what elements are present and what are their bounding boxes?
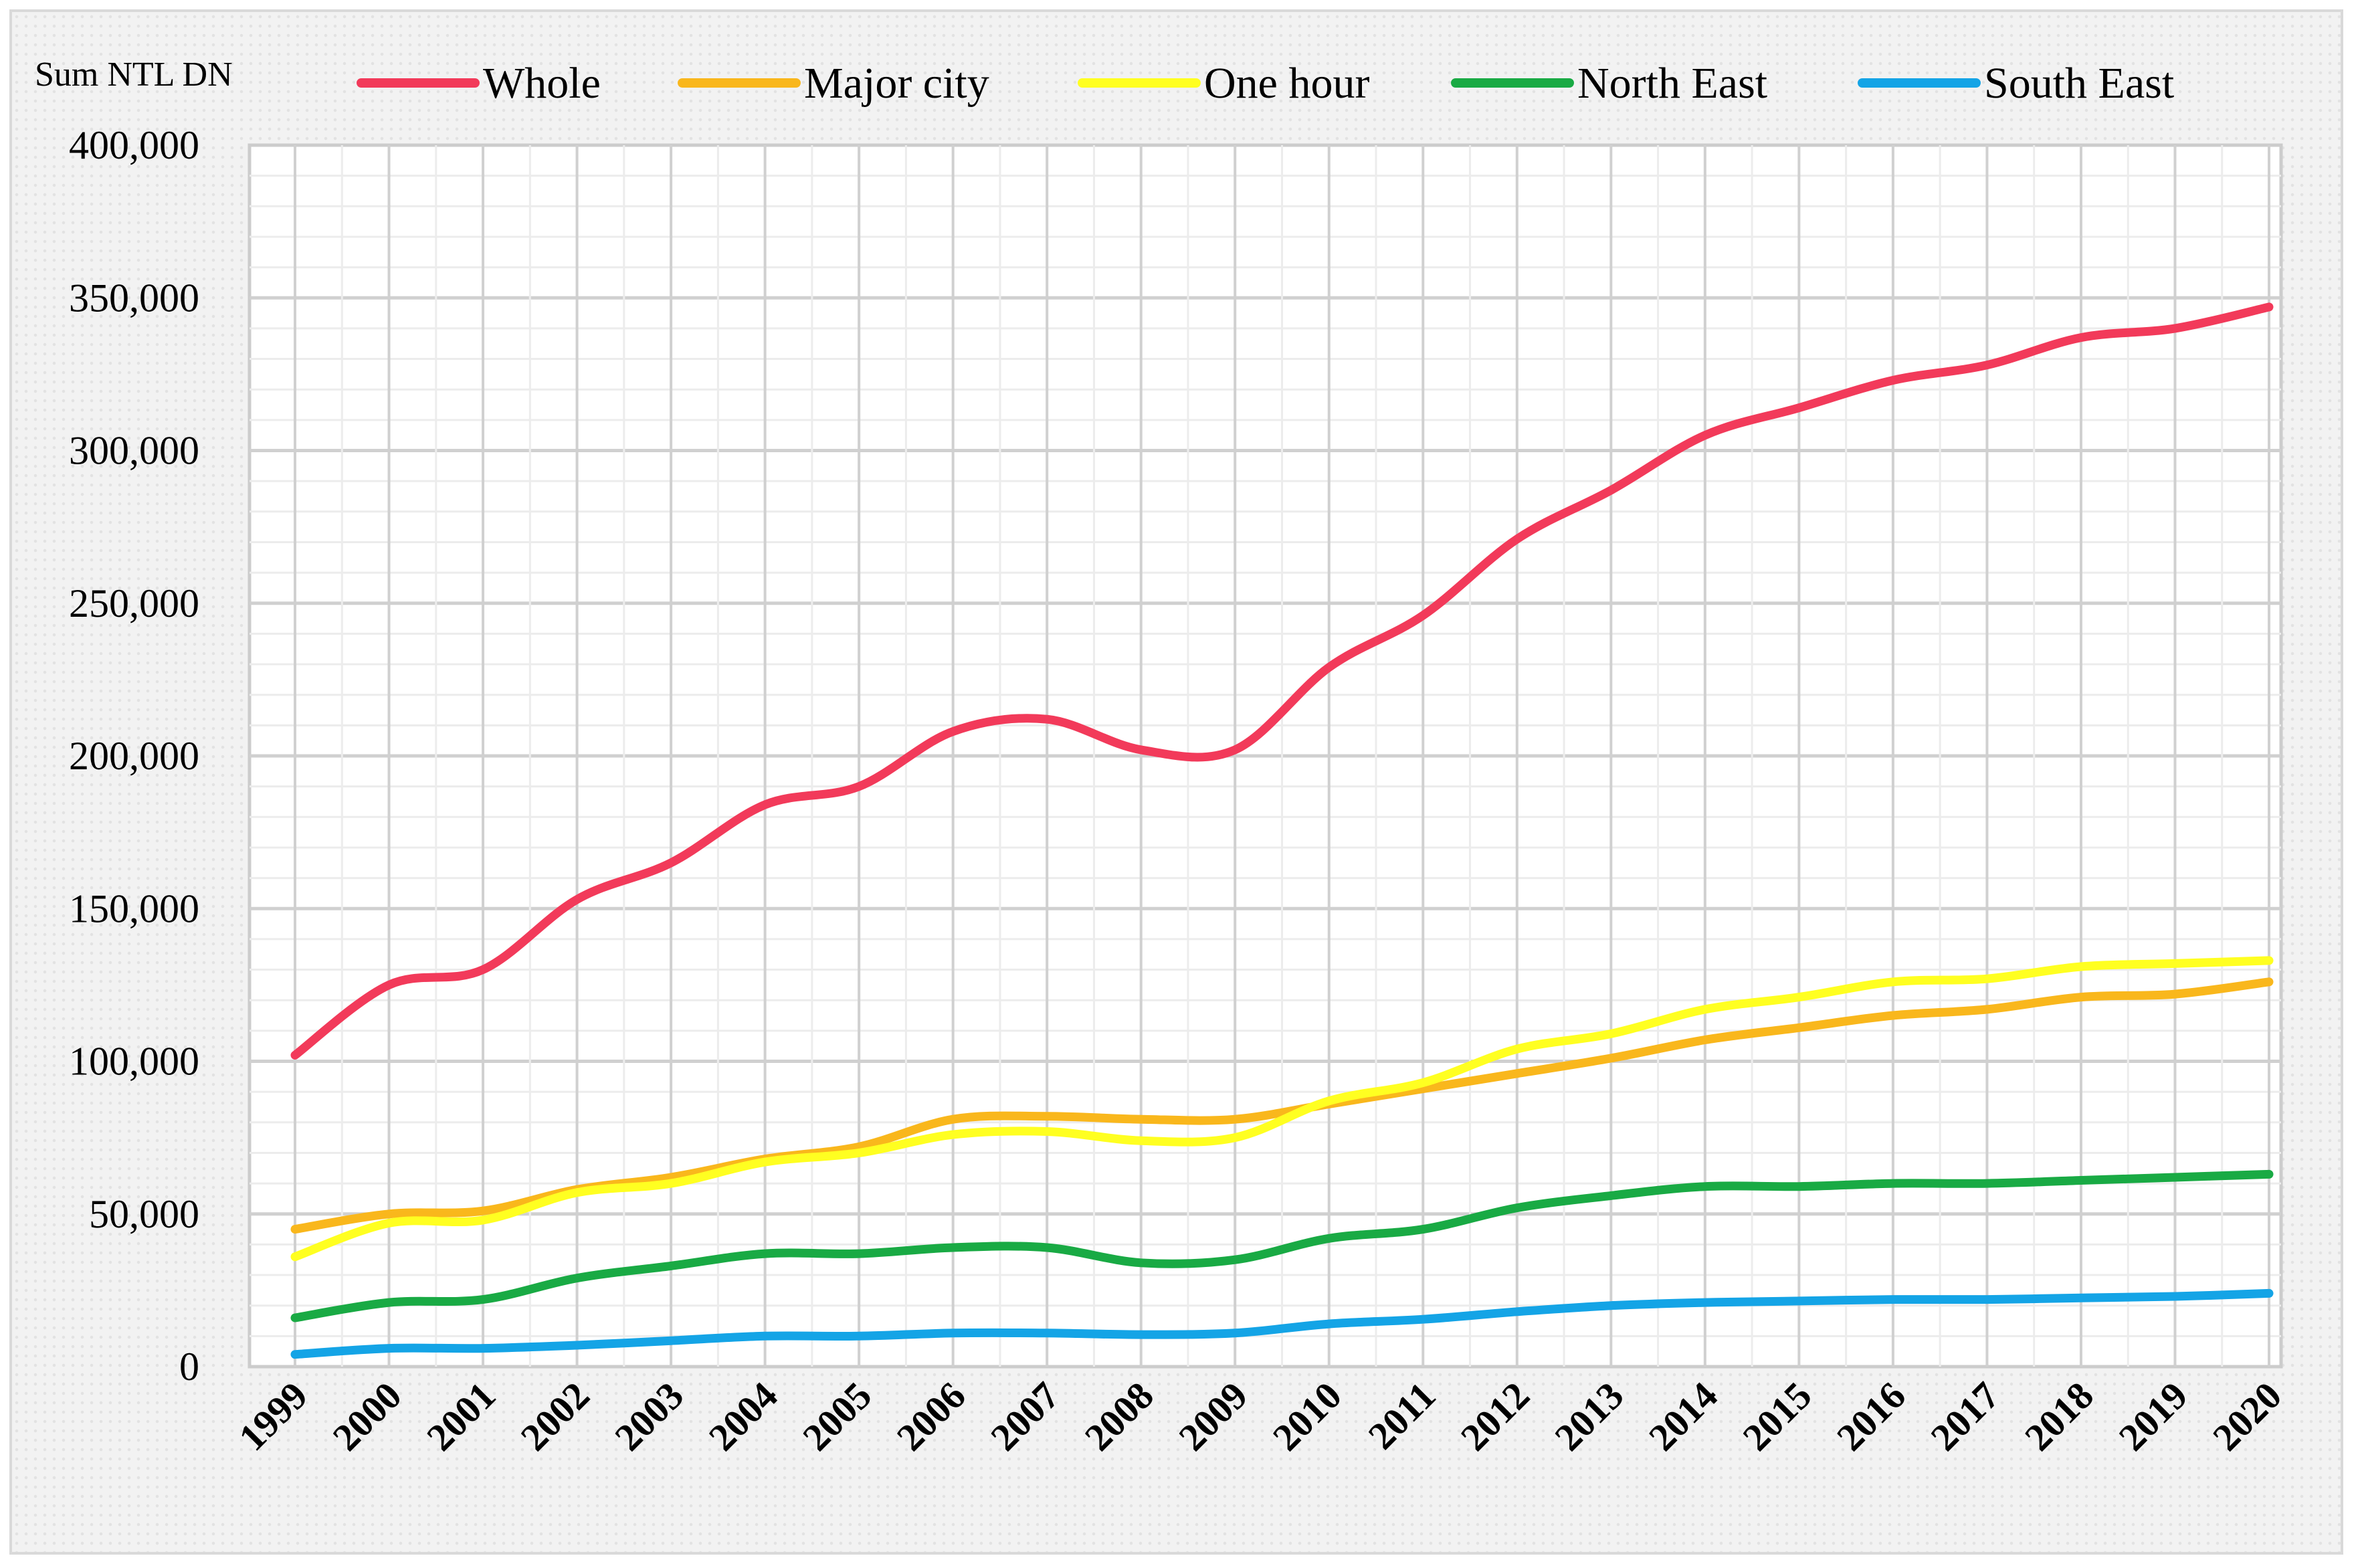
y-tick-label: 50,000 xyxy=(89,1192,199,1236)
x-tick-label: 2018 xyxy=(2016,1373,2102,1459)
x-tick-label: 2014 xyxy=(1640,1373,1726,1459)
x-tick-label: 2002 xyxy=(512,1373,598,1459)
legend-label-whole: Whole xyxy=(483,59,601,108)
x-tick-label: 2001 xyxy=(418,1373,504,1459)
x-tick-label: 2005 xyxy=(794,1373,880,1459)
x-tick-label: 2012 xyxy=(1452,1373,1538,1459)
x-tick-label: 2019 xyxy=(2110,1373,2196,1459)
x-tick-label: 2020 xyxy=(2204,1373,2290,1459)
series-line-whole xyxy=(290,302,2274,1060)
x-tick-label: 2008 xyxy=(1076,1373,1162,1459)
y-axis-label: Sum NTL DN xyxy=(35,56,233,94)
x-tick-label: 2006 xyxy=(888,1373,974,1459)
y-tick-label: 300,000 xyxy=(69,429,199,473)
x-tick-label: 2016 xyxy=(1828,1373,1914,1459)
x-tick-label: 2011 xyxy=(1360,1373,1444,1458)
series-line-south-east xyxy=(290,1288,2274,1359)
x-tick-label: 2013 xyxy=(1547,1373,1632,1459)
x-tick-label: 2003 xyxy=(606,1373,692,1459)
x-tick-label: 1999 xyxy=(230,1373,316,1459)
x-tick-label: 2015 xyxy=(1735,1373,1820,1459)
y-tick-label: 200,000 xyxy=(69,734,199,778)
y-axis-ticks: 0 50,000 100,000 150,000 200,000 250,000 300,0… xyxy=(69,123,199,1389)
legend-label-one-hour: One hour xyxy=(1204,59,1369,108)
x-tick-label: 2009 xyxy=(1170,1373,1256,1459)
x-tick-label: 2017 xyxy=(1923,1373,2008,1459)
legend-label-south-east: South East xyxy=(1984,59,2174,108)
y-tick-label: 250,000 xyxy=(69,581,199,625)
series-lines xyxy=(290,302,2274,1359)
x-tick-label: 2000 xyxy=(324,1373,410,1459)
legend-label-north-east: North East xyxy=(1577,59,1767,108)
y-tick-label: 150,000 xyxy=(69,886,199,930)
x-tick-label: 2007 xyxy=(982,1373,1068,1459)
y-tick-label: 0 xyxy=(179,1345,199,1389)
x-tick-label: 2010 xyxy=(1264,1373,1350,1459)
series-line-north-east xyxy=(290,1169,2274,1322)
x-tick-label: 2004 xyxy=(700,1373,786,1459)
y-tick-label: 350,000 xyxy=(69,276,199,320)
series-line-one-hour xyxy=(290,956,2274,1262)
x-axis-ticks: 1999 2000 2001 2002 2003 2004 2005 2006 2007 2008… xyxy=(230,1373,2290,1459)
legend-label-major-city: Major city xyxy=(804,59,989,108)
legend: Whole Major city One hour North East South E… xyxy=(357,59,2174,108)
y-tick-label: 100,000 xyxy=(69,1040,199,1084)
y-tick-label: 400,000 xyxy=(69,123,199,167)
